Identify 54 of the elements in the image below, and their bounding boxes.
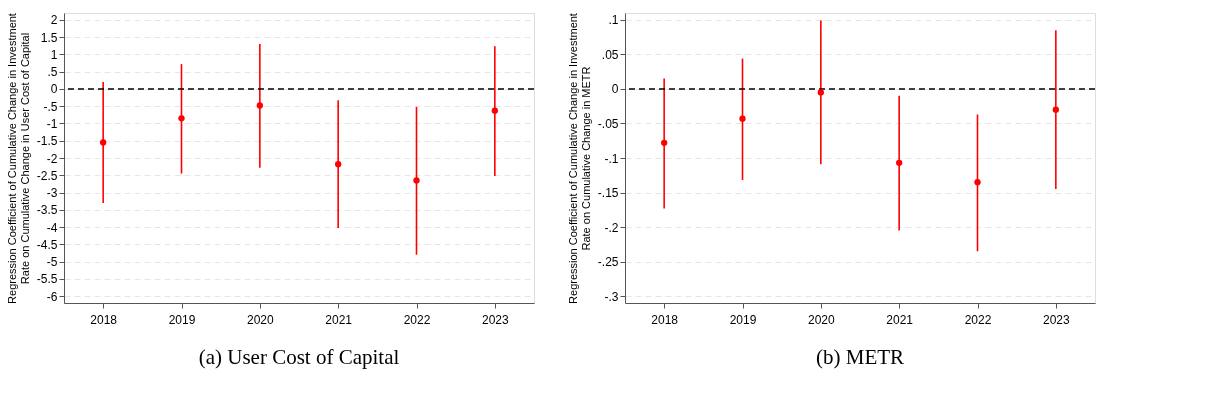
y-tick-label: -5: [46, 255, 58, 270]
y-tick-label: .5: [47, 65, 58, 80]
point: [1052, 106, 1059, 113]
y-tick-label: -.3: [604, 289, 619, 304]
x-tick-label: 2023: [481, 312, 509, 327]
y-tick-label: -.1: [604, 151, 619, 166]
y-tick-label: -2: [46, 151, 58, 166]
x-tick-label: 2019: [729, 312, 757, 327]
y-axis-title: Regression Coefficient of Cumulative Change in Investment Rate on Cumulative Change in METR: [566, 13, 592, 304]
x-tick-label: 2018: [90, 312, 118, 327]
y-tick-label: -5.5: [36, 272, 58, 287]
point: [739, 115, 746, 122]
y-tick-label: -1.5: [36, 134, 58, 149]
y-tick-label: 0: [611, 82, 619, 97]
point: [256, 102, 263, 109]
x-tick-label: 2019: [168, 312, 196, 327]
y-tick-label: 0: [50, 82, 58, 97]
x-tick-label: 2020: [246, 312, 274, 327]
y-tick-label: -4.5: [36, 237, 58, 252]
y-tick-label: -.25: [597, 255, 619, 270]
y-tick-label: .05: [601, 47, 619, 62]
y-tick-label: -3: [46, 186, 58, 201]
y-tick-label: 2: [50, 13, 58, 28]
y-tick-label: -.2: [604, 220, 619, 235]
point: [661, 139, 668, 146]
text: (a) User Cost of Capital: [198, 345, 400, 369]
point: [491, 107, 498, 114]
y-tick-label: -4: [46, 220, 58, 235]
y-tick-label: -2.5: [36, 168, 58, 183]
x-tick-label: 2023: [1042, 312, 1070, 327]
y-tick-label: -1: [46, 116, 58, 131]
point: [817, 89, 824, 96]
y-tick-label: .1: [608, 13, 619, 28]
y-tick-label: -3.5: [36, 203, 58, 218]
x-tick-label: 2022: [964, 312, 992, 327]
x-tick-label: 2020: [807, 312, 835, 327]
point: [413, 177, 420, 184]
point: [178, 115, 185, 122]
y-tick-label: -.05: [597, 116, 619, 131]
y-tick-label: -.15: [597, 186, 619, 201]
x-tick-label: 2022: [403, 312, 431, 327]
point: [335, 161, 342, 168]
point: [100, 139, 107, 146]
y-tick-label: 1.5: [40, 30, 58, 45]
point: [896, 159, 903, 166]
text: (b) METR: [815, 345, 905, 369]
point: [974, 179, 981, 186]
y-axis-title: Regression Coefficient of Cumulative Change in Investment Rate on Cumulative Change in User Cost of Capital: [5, 13, 31, 304]
x-tick-label: 2021: [886, 312, 914, 327]
y-tick-label: 1: [50, 47, 58, 62]
x-tick-label: 2021: [325, 312, 353, 327]
y-tick-label: -.5: [43, 99, 58, 114]
x-tick-label: 2018: [651, 312, 679, 327]
y-tick-label: -6: [46, 289, 58, 304]
